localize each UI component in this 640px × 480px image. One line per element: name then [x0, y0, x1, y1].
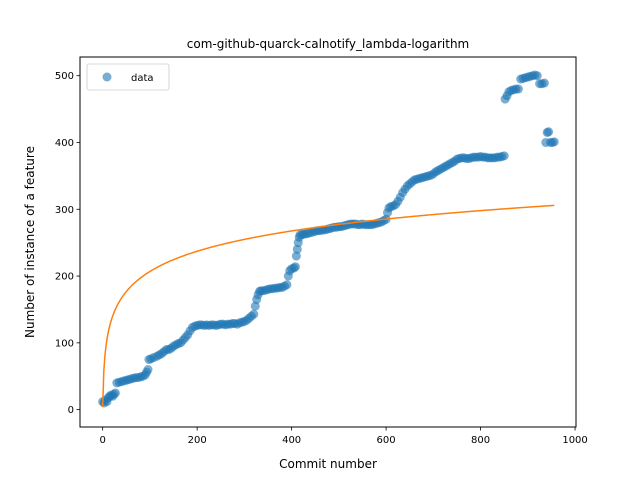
x-tick-label: 800 — [471, 435, 490, 446]
legend: data — [86, 63, 170, 91]
data-point — [513, 84, 523, 94]
x-tick-label: 1000 — [562, 435, 587, 446]
y-tick-label: 500 — [55, 71, 74, 82]
y-tick-label: 200 — [55, 272, 74, 283]
data-point — [292, 244, 302, 254]
y-tick-label: 300 — [55, 205, 74, 216]
data-point — [290, 262, 300, 272]
chart-title: com-github-quarck-calnotify_lambda-logar… — [187, 37, 470, 51]
data-marks — [98, 70, 559, 408]
x-ticks: 0 200 400 600 800 1000 — [99, 427, 588, 446]
plot-frame — [79, 56, 577, 428]
legend-marker — [102, 72, 112, 82]
legend-label: data — [131, 73, 154, 84]
x-tick-label: 200 — [188, 435, 207, 446]
data-point — [250, 301, 260, 311]
data-point — [544, 127, 554, 137]
data-point — [110, 388, 120, 398]
legend-box — [86, 63, 170, 91]
data-point — [249, 309, 259, 319]
fit-line — [101, 204, 555, 408]
x-tick-label: 600 — [377, 435, 396, 446]
y-tick-label: 100 — [55, 338, 74, 349]
y-tick-label: 400 — [55, 138, 74, 149]
data-point — [539, 78, 549, 88]
data-point — [499, 151, 509, 161]
data-point — [532, 71, 542, 81]
data-point — [143, 365, 153, 375]
y-tick-label: 0 — [68, 405, 74, 416]
data-point — [282, 280, 292, 290]
y-axis-label: Number of instance of a feature — [23, 146, 37, 338]
x-tick-label: 0 — [99, 435, 105, 446]
data-point — [549, 137, 559, 147]
x-axis-label: Commit number — [279, 457, 377, 471]
data-point — [291, 251, 301, 261]
x-tick-label: 400 — [282, 435, 301, 446]
y-ticks: 0 100 200 300 400 500 — [55, 71, 80, 416]
